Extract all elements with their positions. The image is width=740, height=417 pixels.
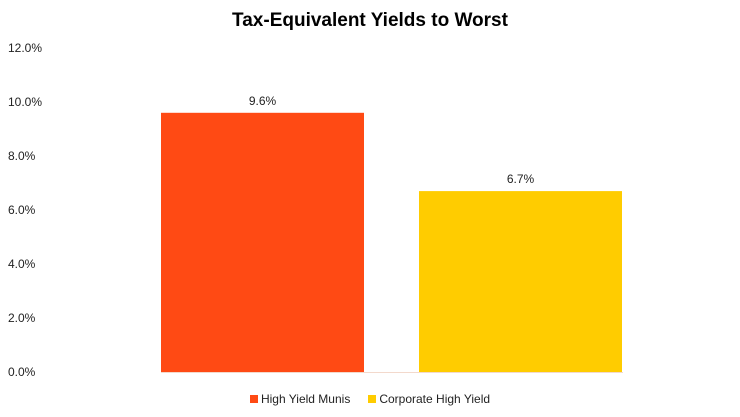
legend-swatch: [249, 395, 258, 403]
y-tick-label: 12.0%: [8, 41, 42, 55]
data-label: 9.6%: [249, 94, 277, 108]
bar: [419, 191, 622, 372]
y-tick-label: 10.0%: [8, 95, 42, 109]
legend: High Yield Munis Corporate High Yield: [0, 392, 740, 406]
legend-item: Corporate High Yield: [368, 392, 490, 406]
legend-label: Corporate High Yield: [379, 392, 491, 406]
y-tick-label: 6.0%: [8, 203, 36, 217]
data-label: 6.7%: [507, 172, 535, 186]
y-tick-label: 4.0%: [8, 257, 36, 271]
chart-title: Tax-Equivalent Yields to Worst: [232, 10, 508, 31]
bar: [161, 112, 364, 373]
legend-label: High Yield Munis: [260, 392, 351, 406]
y-tick-label: 8.0%: [8, 149, 36, 163]
legend-swatch: [368, 395, 377, 403]
y-tick-label: 0.0%: [8, 365, 36, 379]
legend-item: High Yield Munis: [249, 392, 351, 406]
y-tick-label: 2.0%: [8, 311, 36, 325]
